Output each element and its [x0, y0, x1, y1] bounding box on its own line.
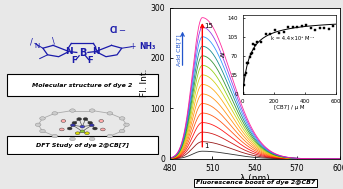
- Circle shape: [89, 109, 95, 112]
- Text: Add CB[7]: Add CB[7]: [177, 35, 181, 66]
- X-axis label: λ (nm): λ (nm): [240, 174, 270, 183]
- Circle shape: [40, 129, 45, 133]
- FancyBboxPatch shape: [7, 136, 158, 154]
- Circle shape: [77, 118, 82, 121]
- Circle shape: [52, 134, 58, 138]
- Text: /: /: [29, 37, 33, 46]
- Circle shape: [80, 130, 85, 133]
- Circle shape: [89, 137, 95, 141]
- FancyBboxPatch shape: [7, 74, 158, 96]
- Circle shape: [72, 122, 77, 124]
- Circle shape: [107, 112, 113, 115]
- Circle shape: [100, 128, 105, 131]
- Circle shape: [52, 112, 58, 115]
- Circle shape: [70, 109, 75, 112]
- Text: N: N: [65, 47, 73, 56]
- Text: F: F: [87, 57, 93, 65]
- Text: −: −: [118, 26, 125, 35]
- Circle shape: [75, 132, 80, 135]
- Text: \: \: [52, 36, 55, 45]
- Circle shape: [40, 117, 45, 120]
- Y-axis label: Fl. Int.: Fl. Int.: [140, 69, 149, 97]
- Circle shape: [67, 127, 72, 130]
- Circle shape: [61, 120, 66, 122]
- Text: 15: 15: [204, 23, 213, 29]
- Circle shape: [119, 129, 125, 133]
- Circle shape: [70, 137, 75, 141]
- Circle shape: [85, 132, 90, 135]
- Text: N: N: [92, 47, 99, 56]
- Circle shape: [124, 123, 129, 126]
- Circle shape: [80, 125, 85, 128]
- Text: NH₃: NH₃: [139, 42, 155, 51]
- Circle shape: [99, 120, 104, 122]
- Circle shape: [119, 117, 125, 120]
- Text: +: +: [130, 42, 136, 51]
- Circle shape: [90, 124, 94, 127]
- Circle shape: [93, 127, 97, 130]
- Text: B: B: [79, 48, 86, 58]
- Text: N: N: [34, 43, 39, 49]
- Circle shape: [83, 118, 88, 121]
- Circle shape: [35, 123, 41, 126]
- Circle shape: [107, 134, 113, 138]
- Text: Fluorescence boost of dye 2@CB7: Fluorescence boost of dye 2@CB7: [196, 180, 315, 185]
- Text: Cl: Cl: [110, 26, 118, 35]
- Circle shape: [71, 124, 75, 127]
- Text: F: F: [72, 57, 77, 65]
- Text: Molecular structure of dye 2: Molecular structure of dye 2: [32, 84, 132, 88]
- Circle shape: [59, 128, 64, 131]
- Circle shape: [88, 122, 93, 124]
- Text: DFT Study of dye 2@CB[7]: DFT Study of dye 2@CB[7]: [36, 143, 129, 148]
- Text: 1: 1: [204, 143, 209, 149]
